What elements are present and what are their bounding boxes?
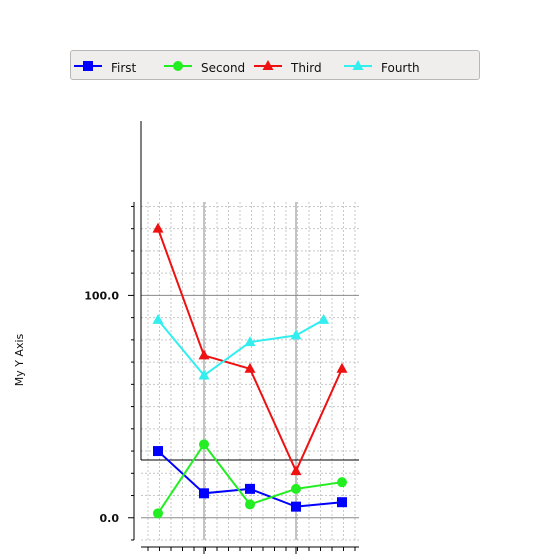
legend-label-fourth: Fourth — [381, 61, 420, 75]
data-point-fourth — [290, 329, 302, 340]
data-point-third — [198, 349, 210, 360]
data-point-first — [245, 483, 255, 494]
series-line-third — [157, 228, 343, 474]
data-point-third — [244, 362, 256, 373]
data-point-third — [152, 222, 164, 233]
data-point-second — [199, 439, 209, 450]
data-point-second — [153, 508, 163, 519]
data-point-second — [245, 499, 255, 510]
data-point-second — [291, 483, 301, 494]
series-second — [153, 439, 347, 519]
legend-marker-second — [173, 61, 183, 71]
legend-label-second: Second — [201, 61, 246, 75]
data-point-second — [337, 477, 347, 488]
data-point-fourth — [244, 336, 256, 347]
data-point-third — [290, 465, 302, 476]
data-point-fourth — [318, 313, 330, 324]
legend-label-third: Third — [291, 61, 322, 75]
data-point-first — [153, 446, 163, 457]
data-point-fourth — [198, 369, 210, 380]
data-point-first — [337, 497, 347, 508]
y-tick-label: 0.0 — [100, 512, 120, 525]
legend-marker-first — [83, 61, 93, 71]
legend-markers — [74, 60, 372, 71]
legend-label-first: First — [111, 61, 137, 75]
series-first — [153, 446, 347, 512]
series-third — [152, 222, 348, 476]
legend-marker-third — [262, 60, 274, 70]
data-point-fourth — [152, 313, 164, 324]
series-line-first — [157, 450, 343, 508]
series-fourth — [152, 313, 330, 380]
legend: First Second Third Fourth — [70, 50, 480, 80]
data-point-first — [199, 488, 209, 499]
y-tick-label: 100.0 — [84, 289, 119, 302]
data-point-first — [291, 501, 301, 512]
legend-marker-fourth — [352, 60, 364, 70]
data-point-third — [336, 362, 348, 373]
